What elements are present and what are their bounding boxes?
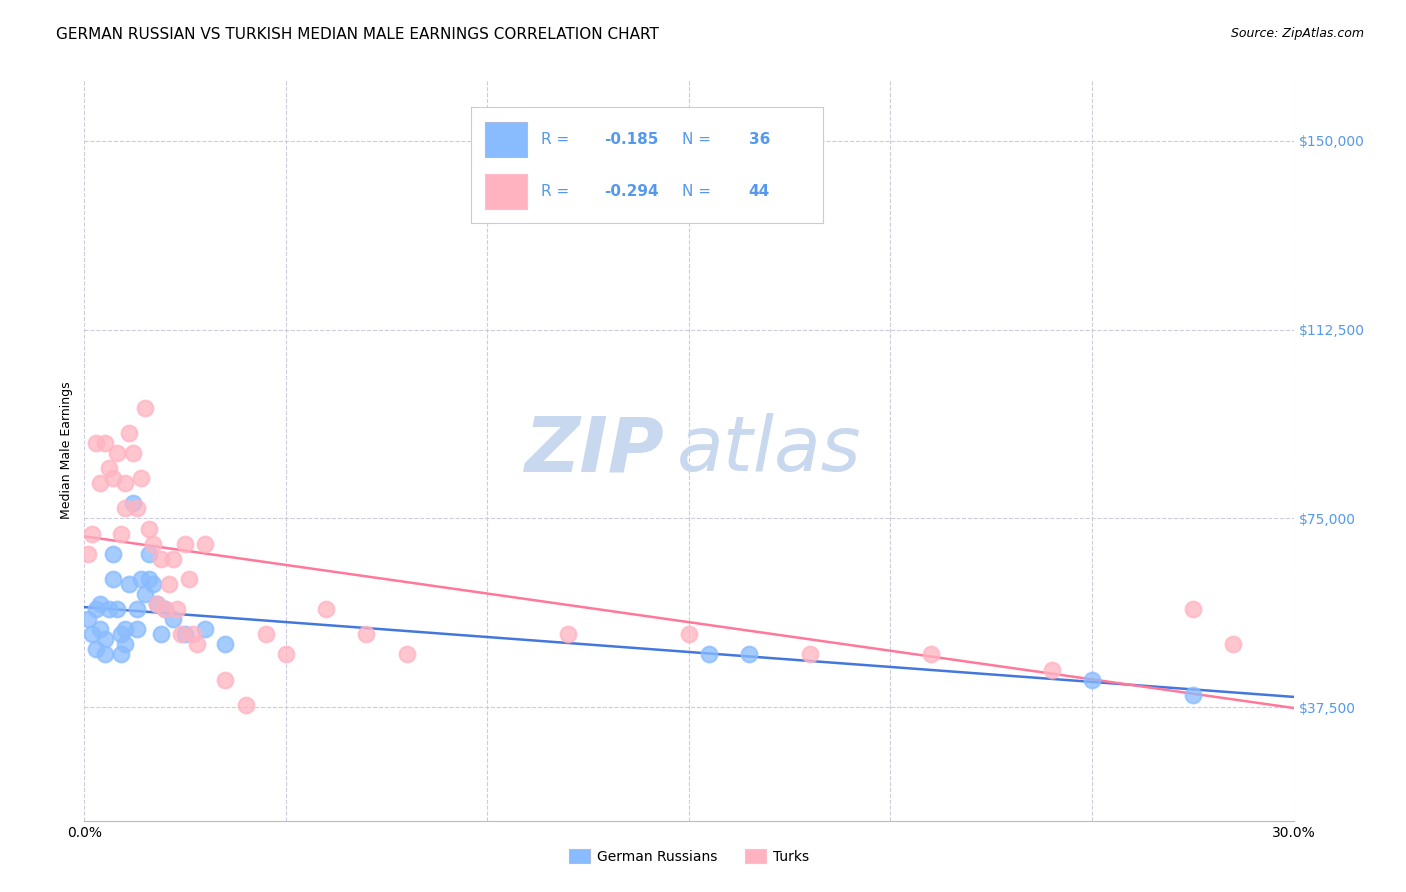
Text: R =: R = [541, 132, 575, 147]
Point [110, 526, 132, 541]
Point [1222, 637, 1244, 651]
FancyBboxPatch shape [485, 174, 527, 209]
Point [157, 577, 180, 591]
Point [142, 577, 165, 591]
Point [125, 602, 148, 616]
Point [149, 551, 172, 566]
Text: ZIP: ZIP [524, 414, 665, 487]
Point [89, 476, 111, 491]
Text: atlas: atlas [676, 414, 862, 487]
Point [153, 602, 176, 616]
Point [93, 436, 115, 450]
Point [166, 602, 188, 616]
Point [153, 602, 176, 616]
Point [86, 642, 108, 657]
Point [82, 627, 104, 641]
Point [149, 627, 172, 641]
Text: Source: ZipAtlas.com: Source: ZipAtlas.com [1230, 27, 1364, 40]
Text: -0.185: -0.185 [605, 132, 659, 147]
Point [1040, 663, 1063, 677]
Point [678, 627, 700, 641]
Point [101, 547, 124, 561]
Point [174, 536, 197, 550]
Point [1181, 688, 1204, 702]
Point [129, 572, 152, 586]
Point [110, 627, 132, 641]
Point [1181, 602, 1204, 616]
Point [93, 632, 115, 647]
Point [118, 425, 141, 440]
Point [105, 602, 128, 616]
Point [129, 471, 152, 485]
Point [105, 446, 128, 460]
Point [186, 637, 208, 651]
Text: GERMAN RUSSIAN VS TURKISH MEDIAN MALE EARNINGS CORRELATION CHART: GERMAN RUSSIAN VS TURKISH MEDIAN MALE EA… [56, 27, 659, 42]
Point [125, 501, 148, 516]
Point [697, 648, 720, 662]
Point [920, 648, 942, 662]
Point [97, 602, 120, 616]
Point [181, 627, 204, 641]
Point [138, 522, 160, 536]
Text: 44: 44 [748, 184, 770, 199]
Point [174, 627, 197, 641]
Point [89, 597, 111, 611]
Point [214, 673, 236, 687]
Point [235, 698, 257, 712]
Point [162, 551, 184, 566]
Point [97, 461, 120, 475]
Point [121, 496, 143, 510]
Text: -0.294: -0.294 [605, 184, 659, 199]
Point [162, 612, 184, 626]
Point [254, 627, 277, 641]
Point [356, 627, 378, 641]
Point [93, 648, 115, 662]
Y-axis label: Median Male Earnings: Median Male Earnings [60, 382, 73, 519]
Point [194, 536, 217, 550]
Text: 36: 36 [748, 132, 770, 147]
Point [114, 476, 136, 491]
Point [89, 622, 111, 636]
Point [77, 547, 100, 561]
Point [1081, 673, 1104, 687]
Text: R =: R = [541, 184, 575, 199]
Point [138, 547, 160, 561]
Point [194, 622, 217, 636]
Point [82, 526, 104, 541]
Point [86, 602, 108, 616]
Point [274, 648, 297, 662]
Point [315, 602, 337, 616]
Point [86, 436, 108, 450]
Point [134, 401, 156, 415]
Point [114, 501, 136, 516]
Point [110, 648, 132, 662]
Text: N =: N = [682, 132, 716, 147]
Point [114, 622, 136, 636]
Point [214, 637, 236, 651]
Point [170, 627, 193, 641]
Point [121, 446, 143, 460]
Text: N =: N = [682, 184, 716, 199]
Point [146, 597, 169, 611]
Point [146, 597, 169, 611]
Point [395, 648, 418, 662]
Point [738, 648, 761, 662]
Point [142, 536, 165, 550]
Point [557, 627, 579, 641]
Point [101, 471, 124, 485]
Point [799, 648, 821, 662]
Point [77, 612, 100, 626]
Point [134, 587, 156, 601]
FancyBboxPatch shape [485, 122, 527, 157]
Point [101, 572, 124, 586]
Point [114, 637, 136, 651]
Point [118, 577, 141, 591]
Point [179, 572, 201, 586]
Legend: German Russians, Turks: German Russians, Turks [564, 843, 814, 869]
Point [125, 622, 148, 636]
Point [138, 572, 160, 586]
